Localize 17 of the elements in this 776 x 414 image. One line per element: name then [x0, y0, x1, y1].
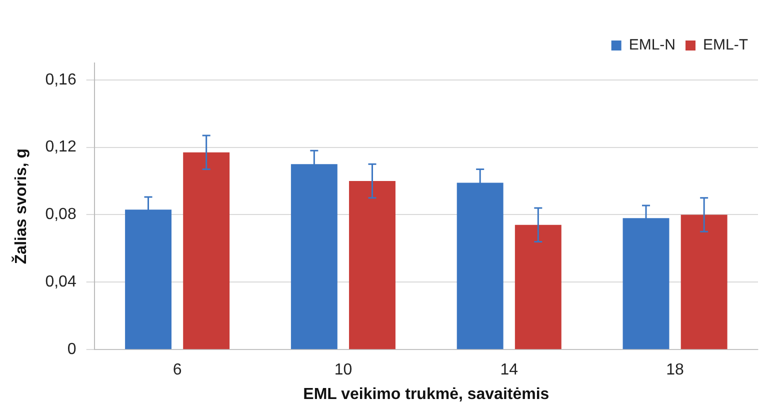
bar — [680, 214, 728, 350]
x-tick-label: 6 — [172, 362, 182, 379]
y-tick-label: 0,16 — [45, 71, 76, 88]
y-axis-title: Žalias svoris, g — [11, 148, 30, 264]
y-tick-label: 0,04 — [45, 274, 76, 291]
bar — [514, 224, 562, 350]
y-tick-label: 0 — [67, 341, 76, 358]
x-tick-label: 10 — [334, 362, 352, 379]
y-tick-label: 0,08 — [45, 206, 76, 224]
legend-label: EML-N — [628, 36, 676, 54]
legend-label: EML-T — [703, 36, 748, 54]
x-axis-title: EML veikimo trukmė, savaitėmis — [303, 386, 550, 403]
x-tick-label: 18 — [666, 362, 684, 379]
bar — [349, 181, 396, 350]
x-tick-label: 14 — [500, 362, 518, 379]
y-tick-label: 0,12 — [45, 138, 76, 156]
bar — [183, 152, 230, 350]
